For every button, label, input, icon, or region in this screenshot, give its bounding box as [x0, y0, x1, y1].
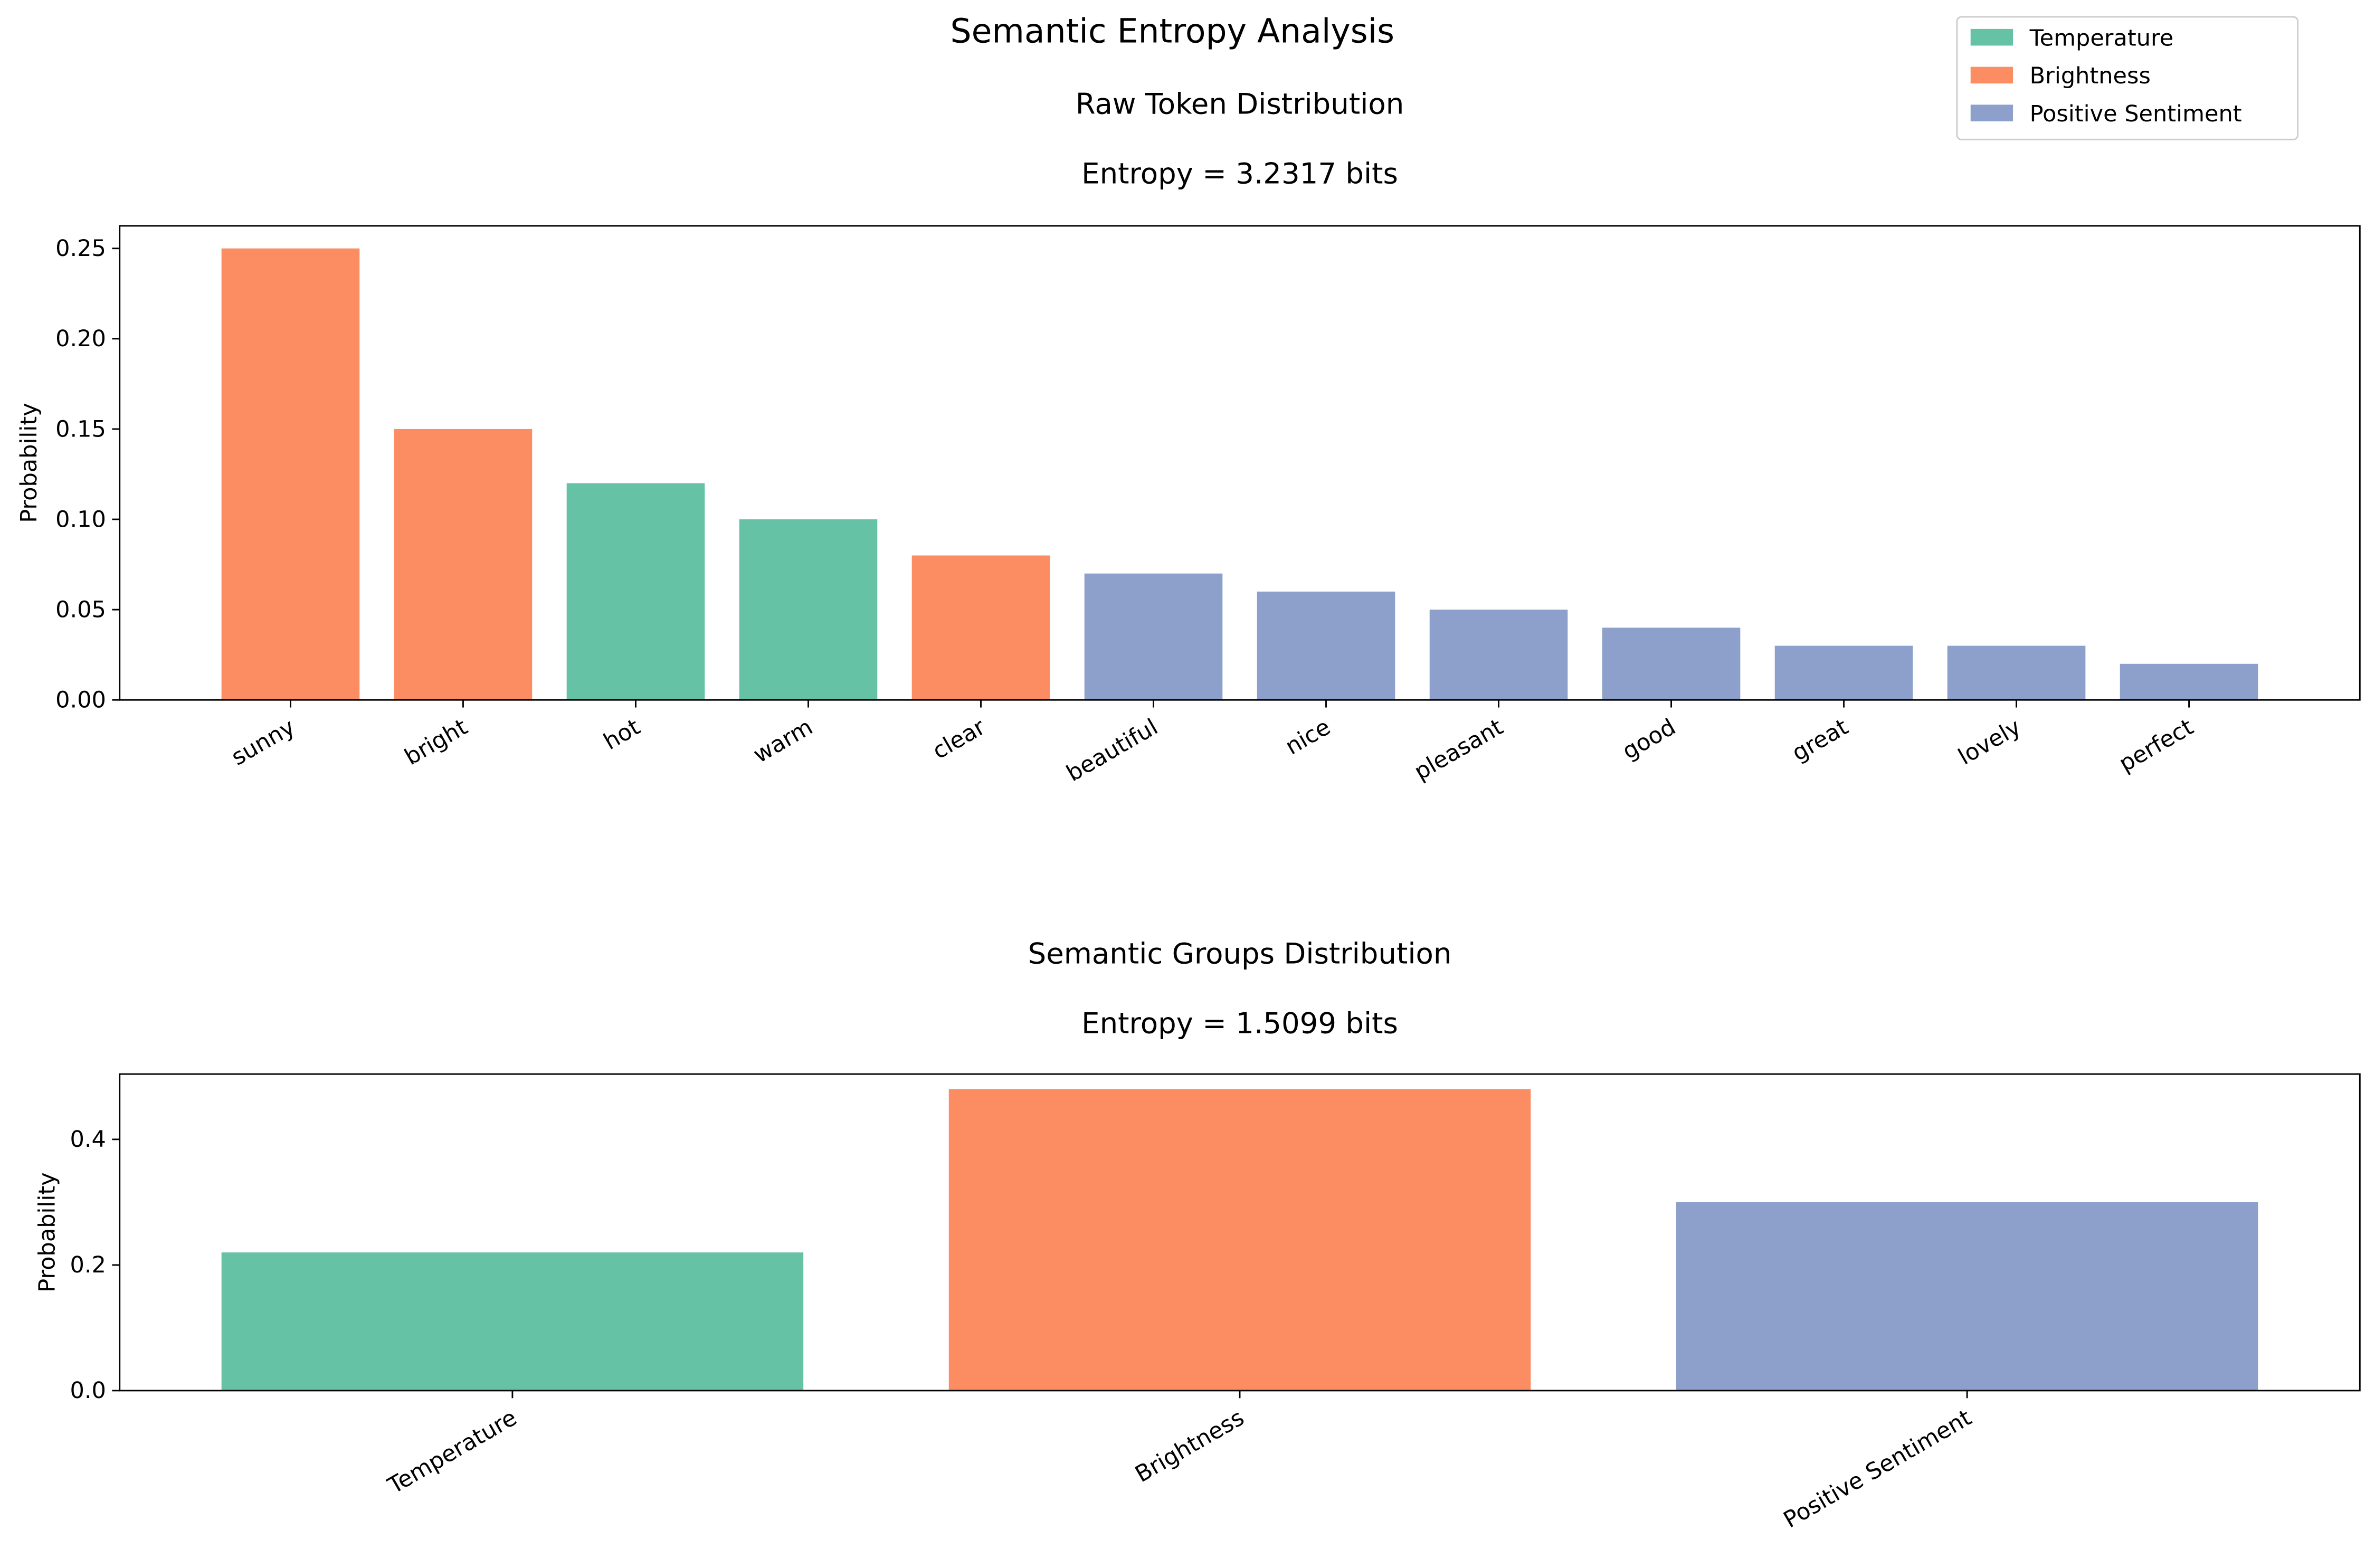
bar-clear [911, 555, 1050, 700]
axes-frame [119, 225, 2361, 701]
bar-nice [1257, 591, 1395, 700]
x-tick-label: pleasant [1410, 714, 1507, 786]
chart-title: Semantic Groups Distribution [1028, 937, 1452, 971]
legend-label: Positive Sentiment [2030, 101, 2242, 127]
x-tick-label: great [1788, 714, 1853, 767]
x-tick-label: perfect [2114, 714, 2198, 777]
bar-lovely [1947, 645, 2086, 700]
bar-sunny [221, 248, 360, 700]
raw-token-chart: Raw Token Distribution Entropy = 3.2317 b… [16, 87, 2361, 787]
x-tick-label: good [1618, 714, 1680, 765]
y-tick-label: 0.2 [70, 1252, 106, 1278]
y-tick-label: 0.05 [55, 596, 106, 623]
y-axis-label: Probability [16, 403, 42, 522]
y-axis-label: Probability [34, 1172, 60, 1292]
x-tick-label: sunny [227, 714, 299, 771]
axes-frame [119, 1073, 2361, 1392]
chart-title: Raw Token Distribution [1076, 87, 1404, 121]
x-tick-label: warm [749, 714, 817, 769]
bar-hot [566, 483, 705, 700]
bar-bright [394, 429, 533, 700]
y-tick-label: 0.4 [70, 1126, 106, 1153]
y-tick-label: 0.0 [70, 1377, 106, 1404]
legend-label: Temperature [2029, 25, 2174, 51]
bar-great [1774, 645, 1913, 700]
bar-brightness [948, 1089, 1531, 1391]
bar-perfect [2120, 663, 2258, 700]
legend-box [1956, 16, 2299, 140]
bar-temperature [221, 1252, 804, 1391]
bar-good [1602, 628, 1741, 700]
legend-label: Brightness [2030, 63, 2151, 89]
bar-positive-sentiment [1676, 1202, 2258, 1391]
y-tick-label: 0.25 [55, 235, 106, 262]
bar-beautiful [1084, 573, 1223, 700]
x-tick-label: Temperature [383, 1404, 521, 1499]
y-tick-label: 0.20 [55, 326, 106, 352]
legend: Temperature Brightness Positive Sentiment [1956, 16, 2299, 140]
x-tick-label: bright [400, 714, 472, 771]
figure-title: Semantic Entropy Analysis [951, 12, 1395, 51]
y-tick-label: 0.10 [55, 506, 106, 533]
semantic-groups-chart: Semantic Groups Distribution Entropy = 1.… [34, 937, 2361, 1533]
bar-pleasant [1429, 610, 1568, 700]
x-tick-label: hot [599, 714, 644, 756]
legend-swatch [1970, 66, 2013, 84]
chart-subtitle: Entropy = 3.2317 bits [1081, 157, 1398, 191]
x-tick-label: clear [928, 714, 990, 765]
x-tick-label: nice [1281, 714, 1335, 761]
legend-swatch [1970, 104, 2013, 121]
x-tick-label: Brightness [1130, 1404, 1249, 1488]
bar-warm [739, 519, 878, 700]
y-tick-label: 0.15 [55, 416, 106, 442]
x-tick-label: Positive Sentiment [1779, 1404, 1976, 1533]
x-tick-label: lovely [1954, 714, 2026, 771]
legend-swatch [1970, 28, 2013, 46]
x-tick-label: beautiful [1062, 714, 1162, 787]
y-tick-label: 0.00 [55, 687, 106, 714]
chart-subtitle: Entropy = 1.5099 bits [1081, 1006, 1398, 1040]
